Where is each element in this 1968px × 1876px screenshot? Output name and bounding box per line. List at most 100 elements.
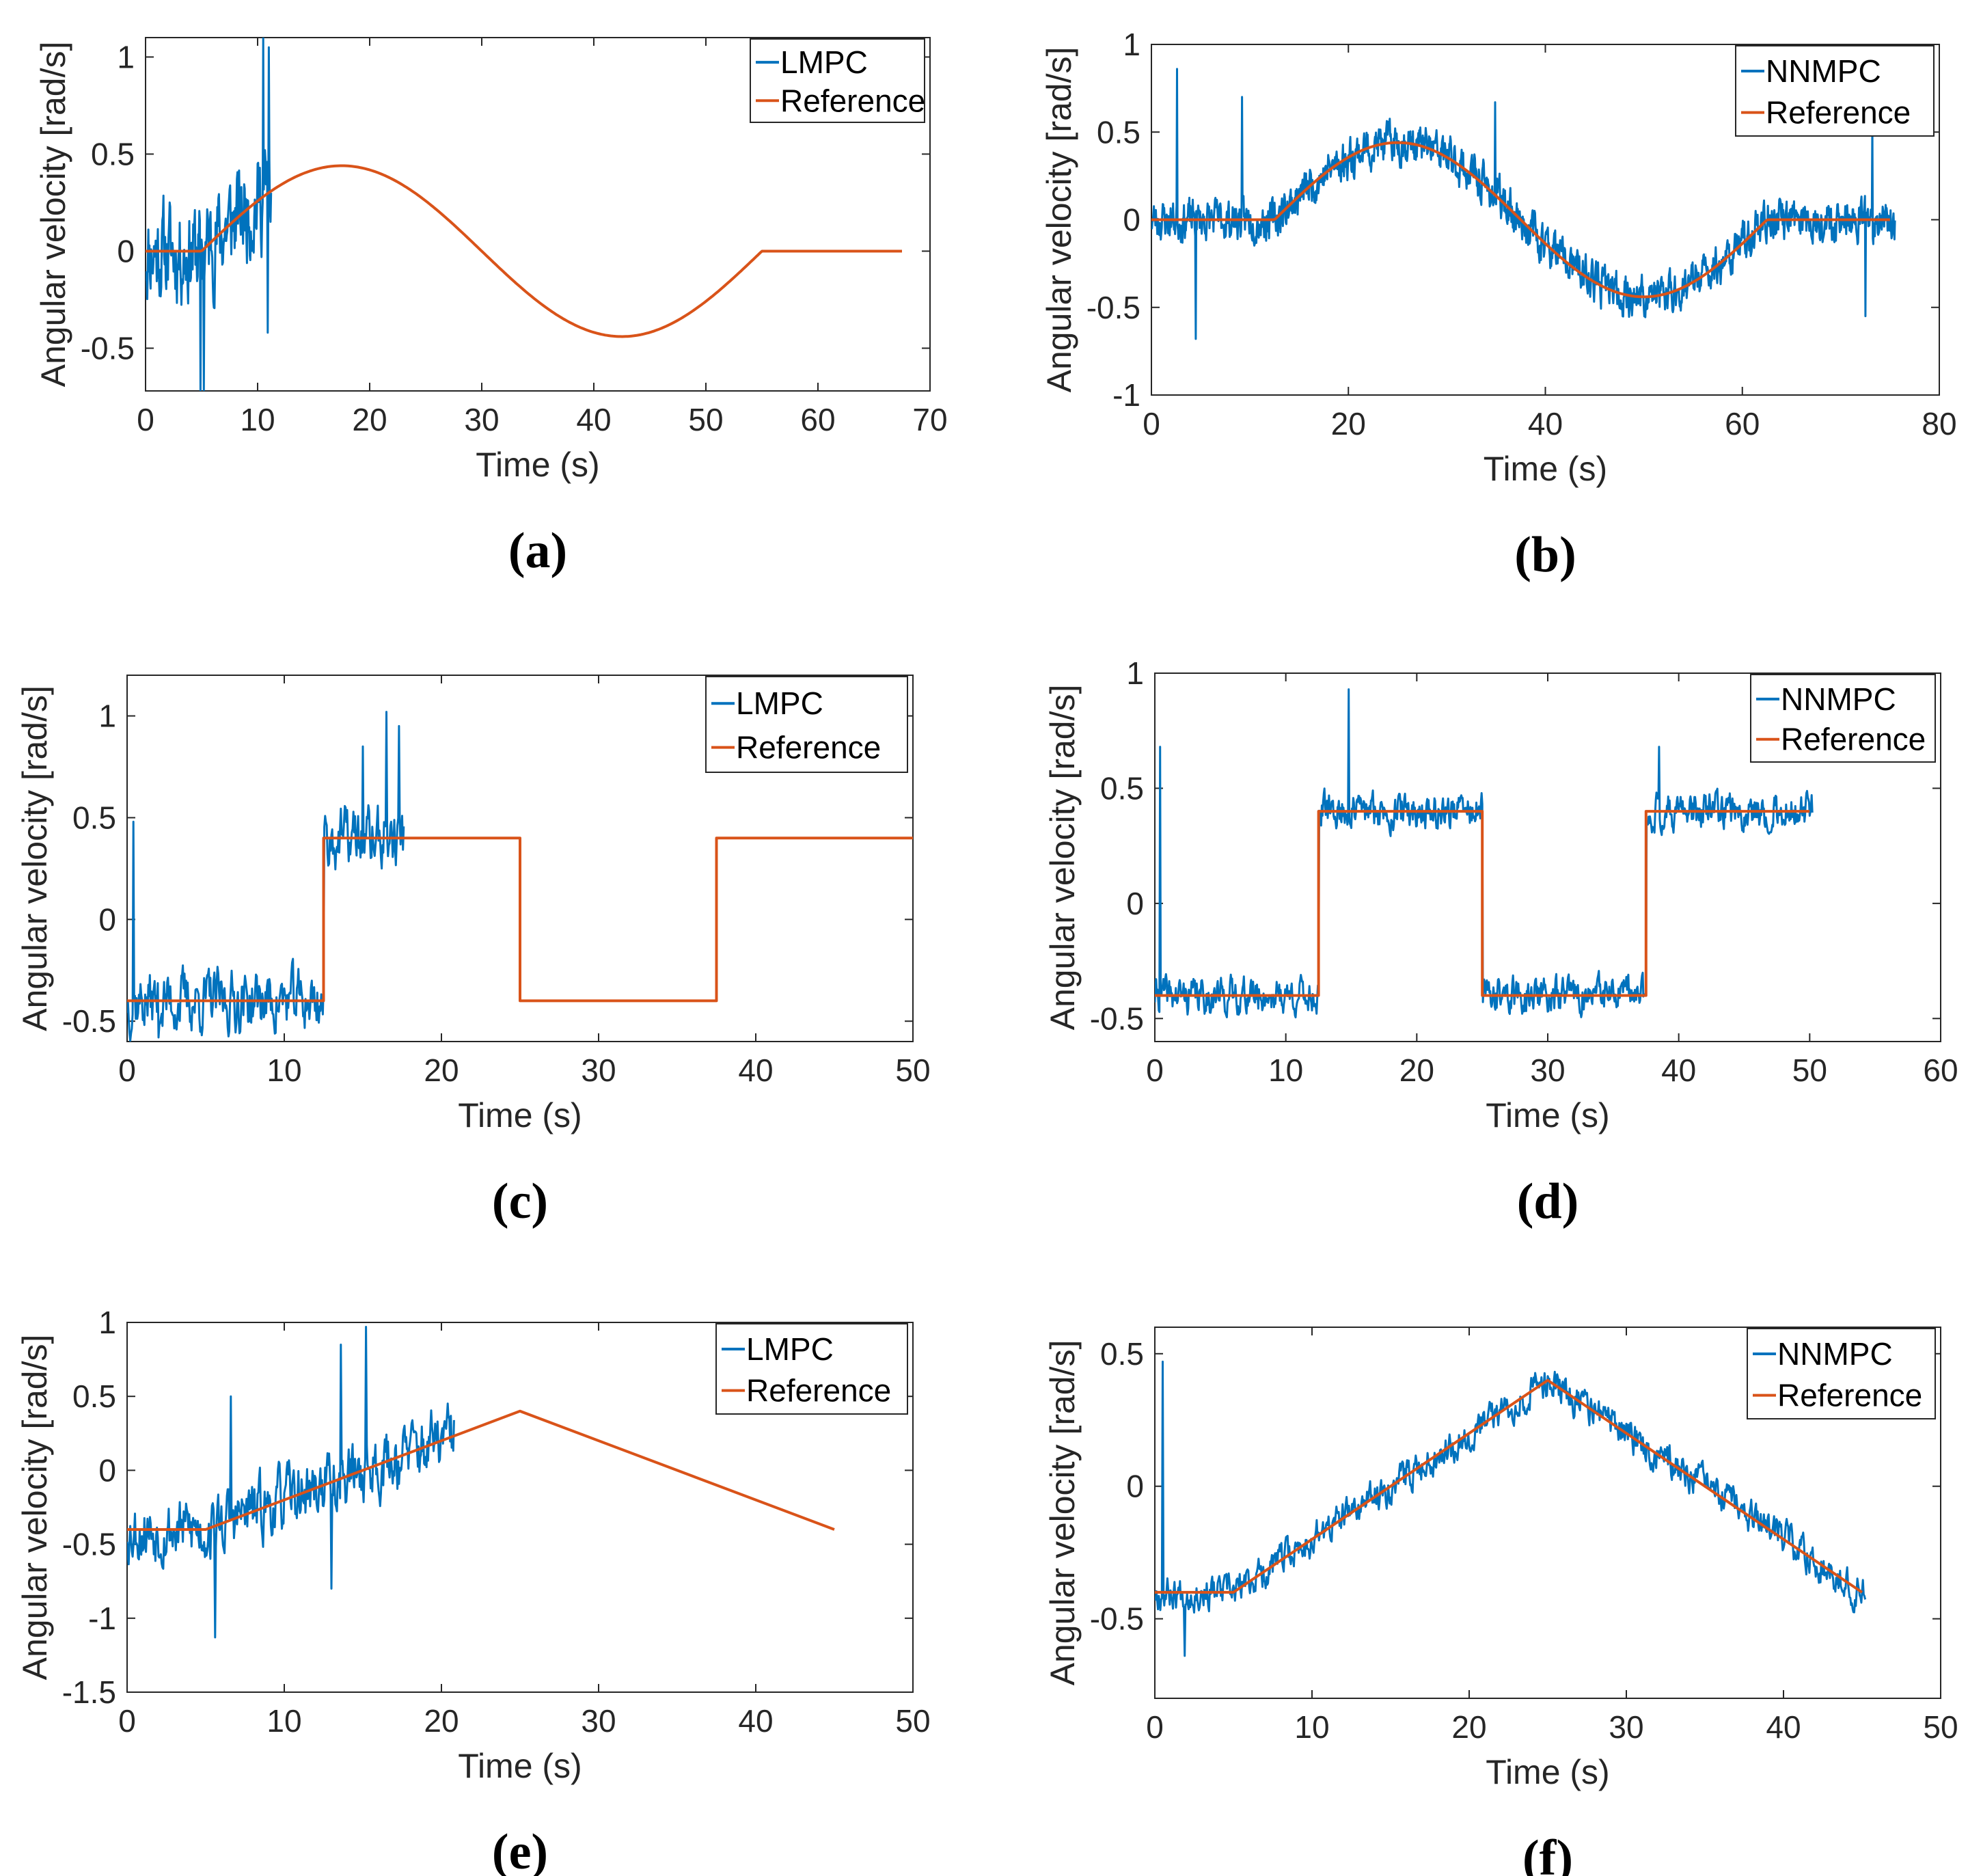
y-tick-label: 0.5 — [1100, 770, 1144, 806]
y-axis-label: Angular velocity [rad/s] — [16, 685, 54, 1031]
x-tick-label: 10 — [266, 1703, 301, 1739]
y-axis-label: Angular velocity [rad/s] — [1040, 47, 1078, 393]
y-tick-label: -0.5 — [62, 1527, 116, 1562]
y-tick-label: 0 — [1126, 1469, 1144, 1504]
x-tick-label: 50 — [1792, 1052, 1827, 1088]
x-tick-label: 40 — [1528, 406, 1563, 441]
panel-caption: (d) — [1517, 1173, 1578, 1229]
x-tick-label: 40 — [1661, 1052, 1696, 1088]
y-tick-label: 0.5 — [72, 800, 116, 835]
x-axis-label: Time (s) — [1486, 1096, 1609, 1134]
chart-panel-b: 0 20 40 60 80 -1 -0.5 0 0.5 1 Time (s) Angular velo… — [1040, 27, 1957, 583]
x-tick-label: 0 — [118, 1052, 136, 1088]
y-axis-label: Angular velocity [rad/s] — [1043, 685, 1082, 1031]
x-tick-label: 80 — [1922, 406, 1956, 441]
y-tick-label: 1 — [1126, 655, 1144, 691]
x-tick-label: 20 — [424, 1703, 459, 1739]
legend-label-nnmpc: NNMPC — [1781, 681, 1896, 717]
plot-data — [127, 711, 913, 1042]
x-tick-label: 40 — [576, 402, 611, 437]
x-tick-label: 40 — [738, 1052, 773, 1088]
y-tick-label: -0.5 — [1090, 1601, 1144, 1637]
y-tick-label: 0 — [98, 901, 116, 937]
y-tick-label: 0.5 — [1100, 1336, 1144, 1372]
series-line-reference — [127, 1409, 835, 1531]
y-axis-label: Angular velocity [rad/s] — [1043, 1340, 1082, 1686]
y-tick-label: 0.5 — [91, 136, 135, 172]
legend-box — [705, 676, 908, 773]
plot-data — [1155, 688, 1814, 1019]
panel-caption: (a) — [508, 523, 567, 579]
plot-data — [1151, 68, 1896, 340]
x-tick-label: 60 — [1725, 406, 1760, 441]
y-tick-label: -1 — [88, 1601, 116, 1636]
y-tick-label: 1 — [98, 1305, 116, 1340]
series-line-lmpc — [146, 38, 273, 391]
x-axis-label: Time (s) — [458, 1096, 582, 1134]
x-tick-label: 30 — [581, 1703, 616, 1739]
chart-panel-a: 0 10 20 30 40 50 60 70 -0.5 0 0.5 1 Time (s) Angular … — [34, 37, 948, 579]
y-tick-label: -0.5 — [62, 1003, 116, 1039]
legend-box — [1747, 1328, 1936, 1419]
x-tick-label: 0 — [1146, 1709, 1164, 1745]
legend-box — [750, 38, 925, 123]
legend-label-nnmpc: NNMPC — [1766, 53, 1881, 89]
series-line-reference — [127, 837, 913, 1003]
x-tick-label: 20 — [1451, 1709, 1486, 1745]
x-tick-label: 50 — [895, 1052, 930, 1088]
x-axis-label: Time (s) — [1486, 1753, 1609, 1791]
legend: LMPC Reference — [715, 1323, 908, 1415]
legend-label-reference: Reference — [780, 83, 925, 118]
x-tick-label: 30 — [1609, 1709, 1643, 1745]
x-tick-label: 20 — [424, 1052, 459, 1088]
panel-caption: (c) — [492, 1173, 548, 1229]
series-line-lmpc — [127, 711, 405, 1042]
legend-box — [1735, 45, 1935, 137]
x-tick-label: 20 — [1331, 406, 1366, 441]
legend-label-lmpc: LMPC — [736, 685, 823, 721]
chart-panel-e: 0 10 20 30 40 50 -1.5 -1 -0.5 0 0.5 1 Time (s) Angula… — [16, 1305, 931, 1876]
x-tick-label: 70 — [912, 402, 947, 437]
legend-label-reference: Reference — [1766, 95, 1911, 131]
y-tick-label: -1.5 — [62, 1674, 116, 1710]
legend-box — [1750, 674, 1936, 763]
x-tick-label: 0 — [1143, 406, 1160, 441]
y-tick-label: -1 — [1112, 377, 1140, 413]
x-tick-label: 60 — [800, 402, 835, 437]
legend-label-lmpc: LMPC — [746, 1331, 834, 1367]
legend-label-reference: Reference — [746, 1373, 891, 1409]
x-tick-label: 0 — [1146, 1052, 1164, 1088]
y-tick-label: -0.5 — [81, 331, 135, 366]
panel-caption: (f) — [1522, 1830, 1573, 1876]
y-tick-label: 1 — [98, 698, 116, 734]
legend-label-nnmpc: NNMPC — [1777, 1336, 1893, 1372]
y-tick-label: 0 — [1126, 886, 1144, 921]
y-tick-label: 0.5 — [1097, 114, 1140, 150]
x-tick-label: 40 — [1766, 1709, 1801, 1745]
y-tick-label: 1 — [117, 39, 135, 74]
series-line-reference — [146, 164, 902, 338]
x-tick-label: 0 — [137, 402, 154, 437]
legend: NNMPC Reference — [1735, 45, 1935, 137]
y-axis-label: Angular velocity [rad/s] — [34, 42, 72, 388]
x-tick-label: 60 — [1923, 1052, 1958, 1088]
x-axis-label: Time (s) — [458, 1747, 582, 1785]
plot-data — [127, 1326, 835, 1639]
y-tick-label: -0.5 — [1090, 1001, 1144, 1036]
plot-data — [146, 38, 902, 391]
series-line-nnmpc — [1155, 1360, 1867, 1657]
x-tick-label: 10 — [240, 402, 275, 437]
x-tick-label: 30 — [464, 402, 499, 437]
legend: NNMPC Reference — [1747, 1328, 1936, 1419]
x-tick-label: 10 — [1268, 1052, 1303, 1088]
legend: NNMPC Reference — [1750, 674, 1936, 763]
legend-label-lmpc: LMPC — [780, 44, 868, 80]
x-tick-label: 30 — [581, 1052, 616, 1088]
x-tick-label: 10 — [266, 1052, 301, 1088]
x-axis-label: Time (s) — [1484, 450, 1607, 488]
x-tick-label: 50 — [895, 1703, 930, 1739]
y-axis-label: Angular velocity [rad/s] — [16, 1335, 54, 1681]
